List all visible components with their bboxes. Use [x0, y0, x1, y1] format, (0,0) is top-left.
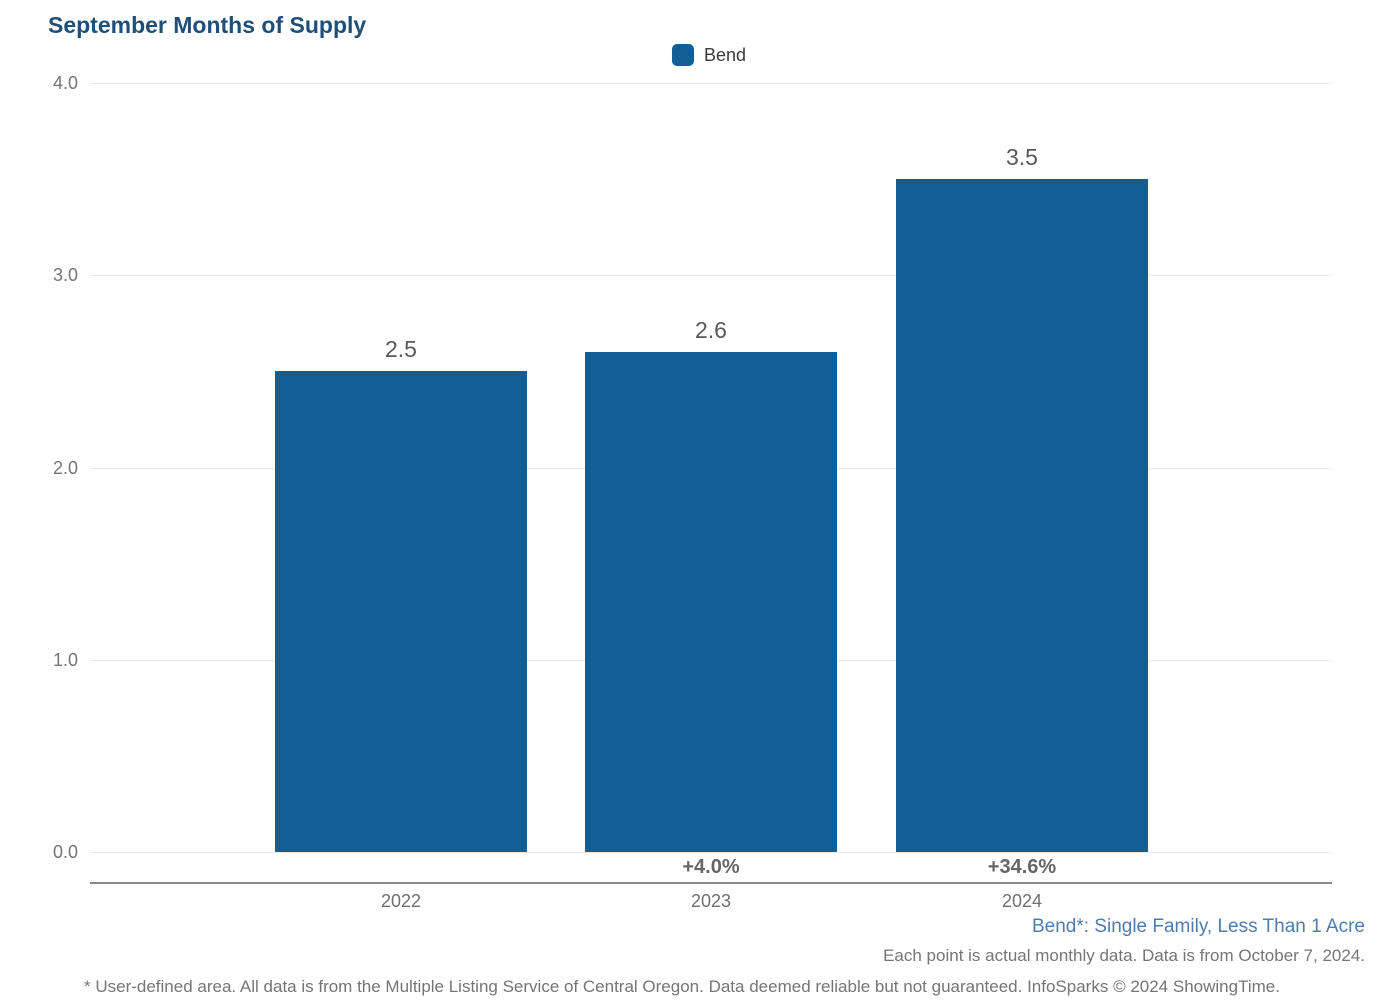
y-axis-tick-label: 1.0 — [52, 650, 78, 670]
bar-value-label: 3.5 — [1006, 144, 1038, 170]
y-axis-tick-label: 0.0 — [52, 842, 78, 862]
bar-value-label: 2.5 — [385, 336, 417, 362]
pct-change-label: +34.6% — [987, 856, 1057, 878]
gridline — [90, 83, 1332, 84]
bar-2023[interactable] — [585, 352, 837, 852]
legend-label: Bend — [703, 44, 747, 65]
x-axis-label-2023: 2023 — [690, 891, 732, 911]
x-axis-label-2022: 2022 — [380, 891, 422, 911]
gridline — [90, 852, 1332, 853]
legend-item-bend[interactable]: Bend — [671, 44, 747, 66]
footnote-segment-definition: Bend*: Single Family, Less Than 1 Acre — [1031, 916, 1365, 937]
x-axis-label-2024: 2024 — [1001, 891, 1043, 911]
x-axis-line — [90, 882, 1332, 884]
legend-swatch-icon — [671, 44, 694, 66]
footnote-disclaimer: * User-defined area. All data is from th… — [84, 977, 1280, 996]
footnote-data-note: Each point is actual monthly data. Data … — [883, 946, 1365, 965]
y-axis-tick-label: 2.0 — [52, 458, 78, 478]
y-axis-tick-label: 4.0 — [52, 73, 78, 93]
chart-title: September Months of Supply — [48, 12, 367, 38]
bar-2022[interactable] — [275, 371, 527, 852]
y-axis-tick-label: 3.0 — [52, 265, 78, 285]
bar-value-label: 2.6 — [695, 317, 727, 343]
plot-area: 4.0 3.0 2.0 1.0 0.0 2.5 2.6 3.5 — [53, 73, 1332, 862]
gridline — [90, 275, 1332, 276]
pct-change-label: +4.0% — [682, 856, 740, 878]
bar-2024[interactable] — [896, 179, 1148, 852]
